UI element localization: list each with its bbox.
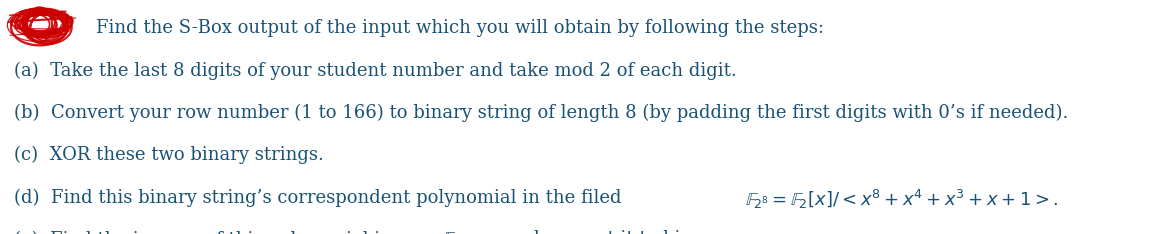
Text: and convert it to binary.: and convert it to binary. (500, 230, 725, 234)
Text: (a)  Take the last 8 digits of your student number and take mod 2 of each digit.: (a) Take the last 8 digits of your stude… (14, 62, 737, 80)
Text: (e)  Find the inverse of this polynomial in: (e) Find the inverse of this polynomial … (14, 230, 398, 234)
Text: Find the S-Box output of the input which you will obtain by following the steps:: Find the S-Box output of the input which… (96, 19, 824, 37)
Text: (b)  Convert your row number (1 to 166) to binary string of length 8 (by padding: (b) Convert your row number (1 to 166) t… (14, 104, 1068, 122)
Text: $\mathbb{F}_{2^8}$: $\mathbb{F}_{2^8}$ (442, 230, 466, 234)
Text: $\mathbb{F}_{2^8} = \mathbb{F}_2[x]/ < x^8 + x^4 + x^3 + x + 1 >.$: $\mathbb{F}_{2^8} = \mathbb{F}_2[x]/ < x… (745, 188, 1059, 212)
Text: (d)  Find this binary string’s correspondent polynomial in the filed: (d) Find this binary string’s correspond… (14, 188, 627, 207)
Text: (c)  XOR these two binary strings.: (c) XOR these two binary strings. (14, 146, 324, 165)
